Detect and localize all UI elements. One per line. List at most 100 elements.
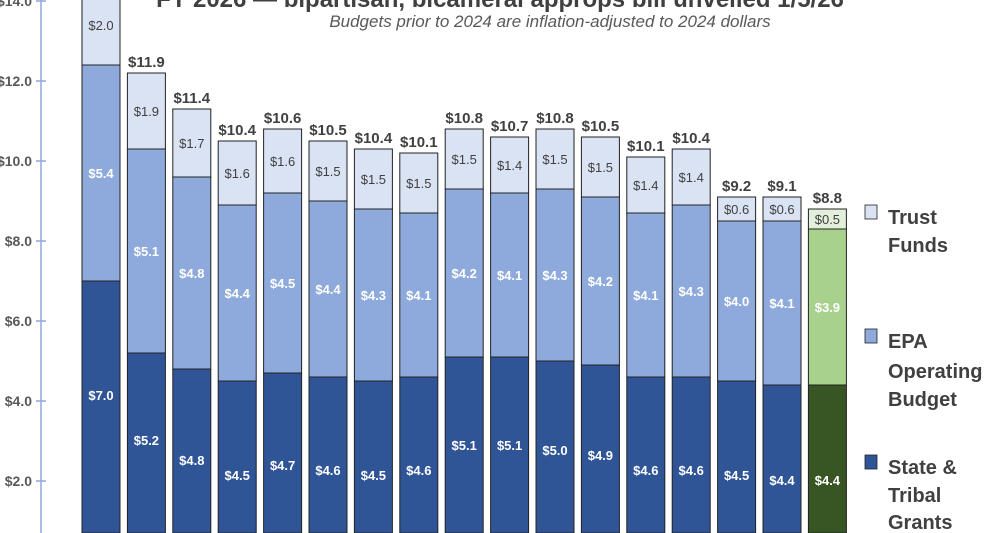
bar-segment	[217, 380, 257, 533]
segment-label: $5.2	[134, 433, 159, 448]
bar-segment	[671, 148, 711, 206]
bar-segment	[626, 156, 666, 214]
bar-segment	[626, 212, 666, 378]
bar-segment	[126, 352, 166, 533]
segment-label: $4.6	[633, 463, 658, 478]
segment-label: $4.4	[225, 286, 251, 301]
chart-subtitle: Budgets prior to 2024 are inflation-adju…	[329, 12, 771, 31]
y-tick-label: $10.0	[0, 153, 32, 169]
total-label: $11.4	[173, 90, 210, 107]
segment-label: $1.7	[179, 136, 204, 151]
total-label: $10.5	[582, 118, 620, 135]
bar-segment	[671, 376, 711, 533]
segment-label: $3.9	[815, 300, 840, 315]
segment-label: $5.4	[88, 166, 114, 181]
legend-label: Funds	[888, 235, 948, 257]
bar-segment	[263, 192, 303, 374]
bar-segment	[353, 148, 393, 210]
bar-segment	[217, 140, 257, 206]
bar-segment	[81, 64, 121, 282]
segment-label: $4.6	[406, 463, 431, 478]
legend-label: EPA	[888, 331, 928, 353]
y-tick-label: $14.0	[0, 0, 32, 9]
legend-swatch	[864, 328, 878, 344]
segment-label: $4.9	[588, 448, 613, 463]
bar-segment	[762, 220, 802, 386]
bar-segment	[490, 136, 530, 194]
total-label: $11.9	[128, 54, 165, 71]
segment-label: $1.5	[406, 176, 431, 191]
bar-segment	[807, 228, 847, 386]
bar-segment	[399, 212, 439, 378]
segment-label: $4.4	[769, 473, 795, 488]
segment-label: $1.6	[270, 154, 295, 169]
bar-segment	[399, 376, 439, 533]
y-tick-label: $2.0	[5, 473, 32, 489]
segment-label: $1.5	[588, 160, 613, 175]
y-tick-label: $4.0	[5, 393, 32, 409]
total-label: $10.4	[672, 130, 710, 147]
segment-label: $4.2	[452, 266, 477, 281]
bar-segment	[762, 384, 802, 533]
y-tick-label: $6.0	[5, 313, 32, 329]
segment-label: $5.0	[542, 443, 567, 458]
legend-label: Trust	[888, 207, 937, 229]
total-label: $10.1	[627, 138, 665, 155]
legend-label: State &	[888, 457, 957, 479]
bar-segment	[444, 356, 484, 533]
bar-segment	[717, 380, 757, 533]
segment-label: $4.1	[406, 288, 431, 303]
bar-segment	[535, 128, 575, 190]
bar-segment	[580, 364, 620, 533]
segment-label: $4.3	[542, 268, 567, 283]
y-tick-label: $12.0	[0, 73, 32, 89]
bar-segment	[535, 360, 575, 533]
bar-segment	[399, 152, 439, 214]
legend-swatch	[864, 454, 878, 470]
segment-label: $2.0	[88, 18, 113, 33]
segment-label: $4.6	[679, 463, 704, 478]
y-tick-label: $8.0	[5, 233, 32, 249]
segment-label: $4.1	[633, 288, 658, 303]
bar-segment	[535, 188, 575, 362]
segment-label: $1.5	[361, 172, 386, 187]
bar-segment	[762, 196, 802, 222]
total-label: $10.6	[264, 110, 302, 127]
total-label: $10.1	[400, 134, 438, 151]
segment-label: $4.2	[588, 274, 613, 289]
total-label: $8.8	[813, 190, 842, 207]
segment-label: $4.3	[679, 284, 704, 299]
segment-label: $4.5	[361, 468, 386, 483]
bar-segment	[263, 372, 303, 533]
segment-label: $1.6	[225, 166, 250, 181]
bar-segment	[717, 220, 757, 382]
total-label: $10.8	[536, 110, 574, 127]
bar-segment	[490, 192, 530, 358]
segment-label: $5.1	[497, 438, 522, 453]
segment-label: $0.6	[769, 202, 794, 217]
bar-segment	[807, 208, 847, 230]
bar-segment	[807, 384, 847, 533]
segment-label: $5.1	[452, 438, 477, 453]
bar-segment	[172, 368, 212, 533]
total-label: $10.7	[491, 118, 529, 135]
bar-segment	[308, 200, 348, 378]
segment-label: $5.1	[134, 244, 159, 259]
bar-segment	[717, 196, 757, 222]
segment-label: $4.5	[225, 468, 250, 483]
bar-segment	[172, 176, 212, 370]
segment-label: $4.0	[724, 294, 749, 309]
bar-segment	[626, 376, 666, 533]
segment-label: $1.4	[679, 170, 704, 185]
bar-segment	[217, 204, 257, 382]
segment-label: $1.4	[497, 158, 522, 173]
bar-segment	[126, 72, 166, 150]
segment-label: $4.1	[497, 268, 522, 283]
segment-label: $4.1	[769, 296, 794, 311]
segment-label: $1.9	[134, 104, 159, 119]
total-label: $10.4	[218, 122, 256, 139]
total-label: $9.2	[722, 178, 751, 195]
legend-label: Tribal	[888, 485, 941, 507]
total-label: $10.8	[445, 110, 483, 127]
